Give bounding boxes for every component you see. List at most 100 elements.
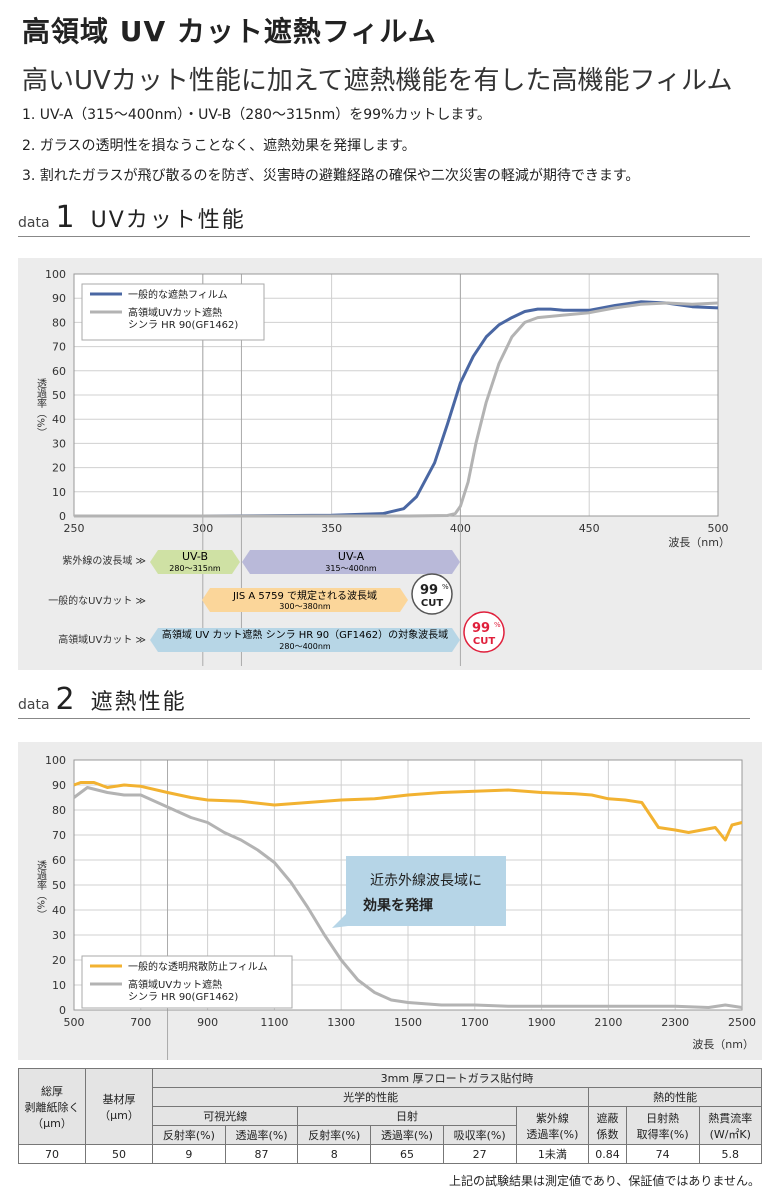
uv-y-tick-label: 60 (52, 365, 66, 378)
jis-band-range: 300〜380nm (279, 602, 331, 611)
gain-header: 日射熱 取得率(%) (625, 1106, 700, 1145)
cell-shade: 0.84 (588, 1144, 627, 1164)
heat-x-tick-label: 1900 (528, 1016, 556, 1029)
uv-y-tick-label: 70 (52, 341, 66, 354)
uv-chart-panel: 0 10 20 30 40 50 60 70 80 90 100 250 300 350 400 450 500… (18, 258, 762, 670)
optical-header: 光学的性能 (151, 1087, 590, 1107)
section-1-title: UVカット性能 (90, 208, 246, 233)
uv-header: 紫外線透過率(%) (515, 1106, 590, 1145)
general-badge-pct: % (442, 583, 449, 591)
heat-x-tick-label: 1300 (327, 1016, 355, 1029)
heat-y-tick-label: 30 (52, 929, 66, 942)
cell-trans-sol: 65 (370, 1144, 444, 1164)
general-cut-badge: 99 % CUT (411, 573, 453, 615)
heat-y-tick-label: 60 (52, 854, 66, 867)
cell-trans-vis: 87 (224, 1144, 299, 1164)
heat-x-tick-label: 500 (64, 1016, 85, 1029)
refl-sol-header: 反射率(%) (297, 1125, 372, 1145)
high-badge-cut: CUT (473, 636, 495, 647)
uv-l1: 紫外線 (535, 1111, 569, 1125)
jis-band (202, 588, 408, 612)
cell-base: 50 (85, 1144, 153, 1164)
visible-header: 可視光線 (151, 1106, 299, 1126)
col-total-l2: 剥離紙除く (24, 1100, 80, 1114)
heat-y-tick-label: 20 (52, 954, 66, 967)
uvb-band-range: 280〜315nm (169, 564, 221, 573)
uv-x-tick-label: 350 (321, 522, 342, 535)
uv-legend-label: 一般的な遮熱フィルム (128, 288, 228, 301)
uv-series-1-line (74, 300, 719, 518)
spec-table: 総厚 剥離紙除く （μm） 基材厚 （μm） 3mm 厚フロートガラス貼付時 光学的性… (18, 1068, 763, 1164)
solar-header: 日射 (297, 1106, 517, 1126)
u-l1: 熱貫流率 (708, 1111, 753, 1125)
heat-x-tick-label: 2300 (661, 1016, 689, 1029)
section-2-number: 2 (55, 682, 75, 717)
high-cut-badge: 99 % CUT (463, 611, 505, 653)
uvb-band (150, 550, 240, 574)
uva-band-name: UV-A (338, 550, 365, 563)
heat-chart-panel: 0 10 20 30 40 50 60 70 80 90 100 500 700 900 1100 1300 1… (18, 742, 762, 1060)
heat-y-tick-label: 80 (52, 804, 66, 817)
uv-x-axis-label: 波長（nm） (668, 536, 730, 549)
col-base-header: 基材厚 （μm） (85, 1068, 153, 1145)
trans-sol-header: 透過率(%) (370, 1125, 444, 1145)
heat-x-tick-label: 2500 (728, 1016, 756, 1029)
heat-x-tick-label: 700 (130, 1016, 151, 1029)
heat-x-tick-label: 1100 (260, 1016, 288, 1029)
page-title: 高領域 UV カット遮熱フィルム (22, 15, 437, 48)
heat-y-axis-label: 透過率（%） (35, 860, 47, 920)
feature-1: 1. UV-A（315〜400nm）・UV-B（280〜315nm）を99%カッ… (22, 107, 491, 123)
jis-band-name: JIS A 5759 で規定される波長域 (232, 589, 377, 602)
uv-y-tick-label: 50 (52, 389, 66, 402)
thermal-header: 熱的性能 (588, 1087, 762, 1107)
disclaimer-note: 上記の試験結果は測定値であり、保証値ではありません。 (448, 1174, 760, 1188)
heat-y-tick-label: 70 (52, 829, 66, 842)
general-badge-cut: CUT (421, 598, 443, 609)
uv-y-tick-label: 30 (52, 437, 66, 450)
cell-gain: 74 (625, 1144, 700, 1164)
hr-band-name: 高領域 UV カット遮熱 シンラ HR 90（GF1462）の対象波長域 (162, 628, 448, 641)
col-total-l3: （μm） (32, 1116, 72, 1130)
cell-uv: 1未満 (515, 1144, 590, 1164)
heat-series-2-line (73, 786, 743, 1009)
uv-x-tick-label: 500 (708, 522, 729, 535)
heat-x-tick-label: 900 (197, 1016, 218, 1029)
uv-y-tick-label: 20 (52, 462, 66, 475)
uv-l2: 透過率(%) (526, 1127, 579, 1141)
uv-x-tick-label: 450 (579, 522, 600, 535)
uva-band-range: 315〜400nm (325, 564, 377, 573)
shade-header: 遮蔽 係数 (588, 1106, 627, 1145)
section-1-label: data (18, 215, 50, 231)
abs-sol-header: 吸収率(%) (442, 1125, 517, 1145)
cell-u: 5.8 (698, 1144, 763, 1164)
uva-band (242, 550, 460, 574)
col-base-l1: 基材厚 (102, 1092, 136, 1106)
feature-3: 3. 割れたガラスが飛び散るのを防ぎ、災害時の避難経路の確保や二次災害の軽減が期… (22, 168, 640, 184)
heat-x-tick-label: 1700 (461, 1016, 489, 1029)
col-total-header: 総厚 剥離紙除く （μm） (18, 1068, 86, 1145)
shade-l2: 係数 (596, 1127, 619, 1141)
general-badge-number: 99 (420, 583, 438, 598)
cell-abs-sol: 27 (442, 1144, 517, 1164)
heat-legend-label: 高領域UVカット遮熱 (128, 978, 222, 991)
uv-x-tick-label: 250 (64, 522, 85, 535)
heat-x-axis-label: 波長（nm） (692, 1038, 754, 1051)
uvb-band-name: UV-B (182, 550, 208, 563)
col-base-l2: （μm） (99, 1108, 139, 1122)
heat-y-tick-label: 10 (52, 979, 66, 992)
feature-2: 2. ガラスの透明性を損なうことなく、遮熱効果を発揮します。 (22, 138, 416, 154)
uv-y-tick-label: 40 (52, 413, 66, 426)
section-1-number: 1 (55, 200, 75, 235)
heat-series-1-line (73, 781, 743, 842)
refl-vis-header: 反射率(%) (152, 1125, 226, 1145)
callout-line-1: 近赤外線波長域に (370, 873, 482, 889)
heat-legend-label: シンラ HR 90(GF1462) (128, 991, 238, 1003)
cell-refl-vis: 9 (152, 1144, 226, 1164)
page-subtitle: 高いUVカット性能に加えて遮熱機能を有した高機能フィルム (22, 66, 733, 96)
nir-callout: 近赤外線波長域に 効果を発揮 (332, 856, 506, 928)
section-2-label: data (18, 697, 50, 713)
hr-band-range: 280〜400nm (279, 642, 331, 651)
heat-y-tick-label: 100 (45, 754, 66, 767)
